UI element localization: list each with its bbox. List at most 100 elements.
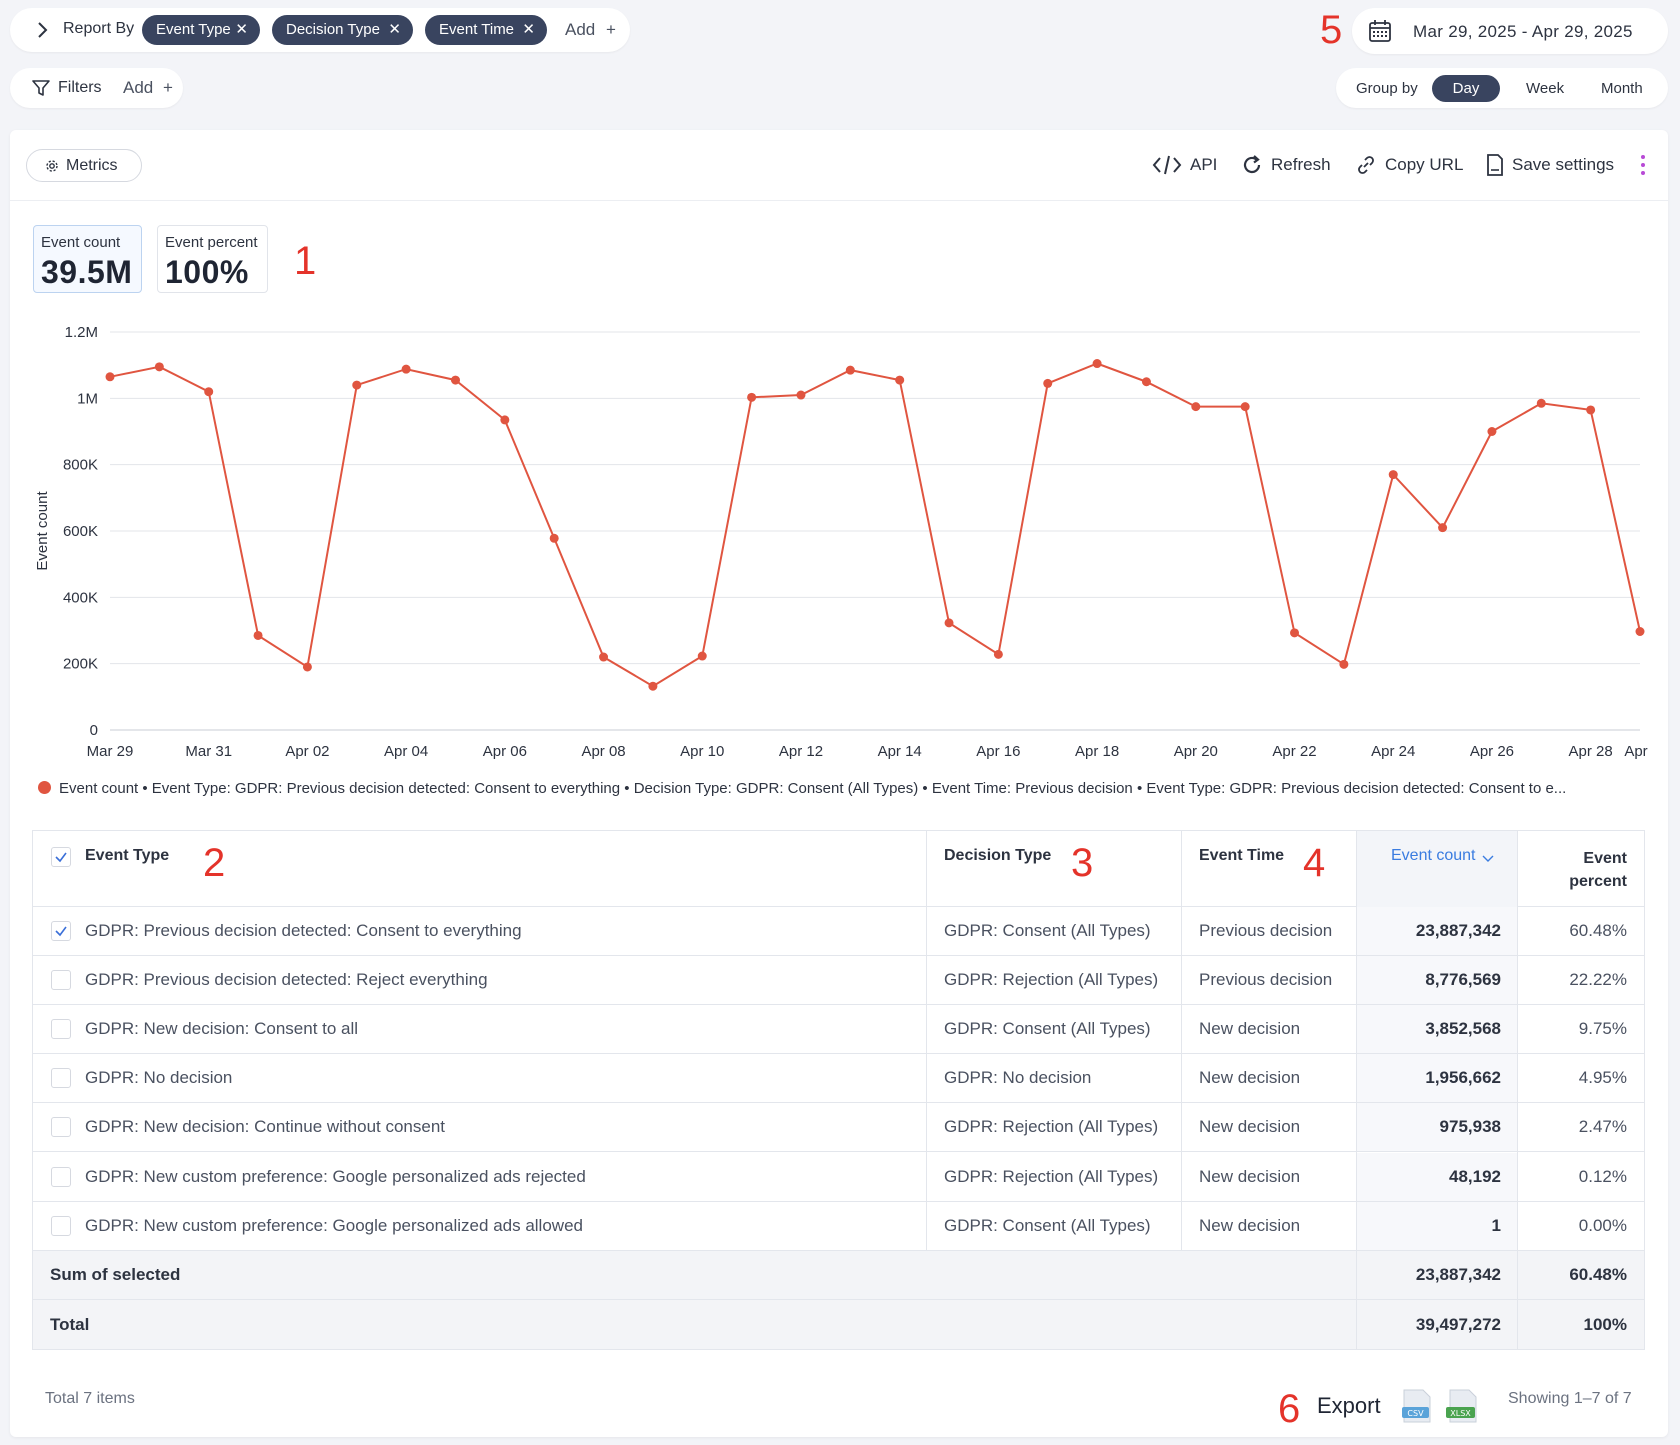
link-icon <box>1358 156 1374 174</box>
save-settings-label: Save settings <box>1512 155 1615 174</box>
refresh-button[interactable]: Refresh <box>1241 153 1331 177</box>
cell-decision-type: GDPR: Consent (All Types) <box>944 921 1151 940</box>
close-icon[interactable]: ✕ <box>388 21 401 38</box>
x-tick-label: Mar 31 <box>185 743 232 760</box>
toolbar-divider <box>10 200 1668 201</box>
annotation-5: 5 <box>1320 8 1343 52</box>
table-row[interactable]: GDPR: Previous decision detected: Consen… <box>33 907 1644 956</box>
event-percent-label-line2: percent <box>1569 873 1627 890</box>
cell-event-percent: 4.95% <box>1578 1068 1627 1088</box>
cell-event-type: GDPR: New decision: Consent to all <box>85 1019 359 1039</box>
add-dimension-button[interactable]: Add + <box>565 20 616 40</box>
xlsx-export-icon[interactable]: XLSX <box>1446 1389 1478 1423</box>
header-event-time[interactable]: Event Time <box>1199 847 1285 864</box>
data-point <box>500 415 510 425</box>
row-checkbox[interactable] <box>51 1215 71 1236</box>
close-icon[interactable]: ✕ <box>235 21 248 38</box>
header-event-percent[interactable]: Event percent <box>1517 831 1627 906</box>
data-point <box>895 375 905 385</box>
cell-event-type: GDPR: No decision <box>85 1068 233 1088</box>
plus-icon: + <box>162 78 173 97</box>
table-row[interactable]: GDPR: New custom preference: Google pers… <box>33 1201 1644 1251</box>
y-axis-label: Event count <box>34 491 51 571</box>
header-event-type[interactable]: Event Type <box>85 847 170 864</box>
group-by-month[interactable]: Month <box>1601 80 1643 97</box>
data-point <box>1339 659 1349 669</box>
row-checkbox[interactable] <box>51 1166 71 1187</box>
data-point <box>1141 377 1151 387</box>
header-decision-type[interactable]: Decision Type <box>944 847 1052 864</box>
data-point <box>1438 523 1448 533</box>
filters-label[interactable]: Filters <box>58 79 102 96</box>
kpi-event-percent[interactable]: Event percent 100% <box>157 225 268 293</box>
x-tick-label: Apr 06 <box>483 743 527 760</box>
row-checkbox[interactable] <box>51 1068 71 1089</box>
csv-export-icon[interactable]: CSV <box>1402 1389 1432 1423</box>
col-divider <box>1356 831 1357 1349</box>
chip-event-type[interactable]: Event Type ✕ <box>142 15 260 45</box>
select-all-checkbox[interactable] <box>51 847 71 867</box>
close-icon[interactable]: ✕ <box>522 21 535 38</box>
event-percent-label-line1: Event <box>1583 850 1627 867</box>
chevron-down-icon <box>1482 850 1494 868</box>
cell-event-time: New decision <box>1199 1215 1301 1235</box>
cell-event-count: 1 <box>1491 1215 1501 1235</box>
table-row[interactable]: GDPR: New custom preference: Google pers… <box>33 1152 1644 1202</box>
data-point <box>944 618 954 628</box>
annotation-3: 3 <box>1071 841 1094 885</box>
filter-icon[interactable] <box>32 79 50 102</box>
y-tick-label: 1.2M <box>65 324 98 341</box>
x-tick-label: Apr 20 <box>1174 743 1218 760</box>
data-point <box>697 651 707 661</box>
add-filter-button[interactable]: Add + <box>123 78 173 98</box>
data-point <box>747 392 757 402</box>
table-row[interactable]: GDPR: No decision GDPR: No decision New de… <box>33 1054 1644 1104</box>
metrics-button[interactable]: Metrics <box>26 149 142 182</box>
legend-label: Event count • Event Type: GDPR: Previous… <box>59 780 1567 797</box>
row-checkbox[interactable] <box>51 1117 71 1138</box>
export-label: Export <box>1317 1393 1381 1418</box>
kpi-label: Event count <box>41 234 121 251</box>
chip-event-time[interactable]: Event Time ✕ <box>425 15 547 45</box>
data-point <box>796 390 806 400</box>
chart-legend: Event count • Event Type: GDPR: Previous… <box>38 780 1566 797</box>
data-point <box>993 649 1003 659</box>
legend-swatch <box>38 781 51 794</box>
table-row[interactable]: GDPR: Previous decision detected: Reject… <box>33 956 1644 1006</box>
cell-event-type: GDPR: New custom preference: Google pers… <box>85 1166 586 1186</box>
row-checkbox[interactable] <box>51 921 71 941</box>
row-checkbox[interactable] <box>51 1019 71 1040</box>
col-divider <box>1181 831 1182 1251</box>
chip-decision-type[interactable]: Decision Type ✕ <box>272 15 413 45</box>
y-tick-label: 0 <box>90 722 98 739</box>
chevron-right-icon[interactable] <box>36 21 48 44</box>
data-point <box>352 380 362 390</box>
row-checkbox[interactable] <box>51 970 71 991</box>
cell-event-count: 3,852,568 <box>1425 1019 1501 1039</box>
copy-url-button[interactable]: Copy URL <box>1355 153 1463 177</box>
x-tick-label: Apr 04 <box>384 743 428 760</box>
cell-decision-type: GDPR: Consent (All Types) <box>944 1215 1151 1235</box>
table-row[interactable]: GDPR: New decision: Consent to all GDPR: … <box>33 1005 1644 1055</box>
cell-event-percent: 0.00% <box>1578 1215 1627 1235</box>
sum-label: Sum of selected <box>50 1265 181 1284</box>
save-settings-button[interactable]: Save settings <box>1486 153 1614 177</box>
cell-event-count: 975,938 <box>1439 1117 1501 1137</box>
group-by-week[interactable]: Week <box>1526 80 1565 97</box>
cell-event-time: New decision <box>1199 1019 1301 1039</box>
y-tick-label: 600K <box>63 523 98 540</box>
cell-event-type: GDPR: New custom preference: Google pers… <box>85 1215 583 1235</box>
y-tick-label: 1M <box>77 390 98 407</box>
data-point <box>401 364 411 374</box>
chip-label: Event Type <box>156 21 231 38</box>
kpi-event-count[interactable]: Event count 39.5M <box>33 225 142 293</box>
data-point <box>1487 427 1497 436</box>
api-button[interactable]: API <box>1152 153 1217 177</box>
x-tick-label: Apr 08 <box>581 743 625 760</box>
header-event-count[interactable]: Event count <box>1391 831 1494 906</box>
table-row[interactable]: GDPR: New decision: Continue without con… <box>33 1103 1644 1153</box>
event-count-column-bg <box>1356 956 1517 1005</box>
more-options-icon[interactable] <box>1640 154 1646 176</box>
date-range-picker[interactable]: Mar 29, 2025 - Apr 29, 2025 <box>1352 8 1668 54</box>
group-by-day[interactable]: Day <box>1432 75 1500 102</box>
